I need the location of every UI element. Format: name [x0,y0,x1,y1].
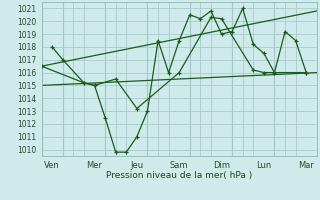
X-axis label: Pression niveau de la mer( hPa ): Pression niveau de la mer( hPa ) [106,171,252,180]
